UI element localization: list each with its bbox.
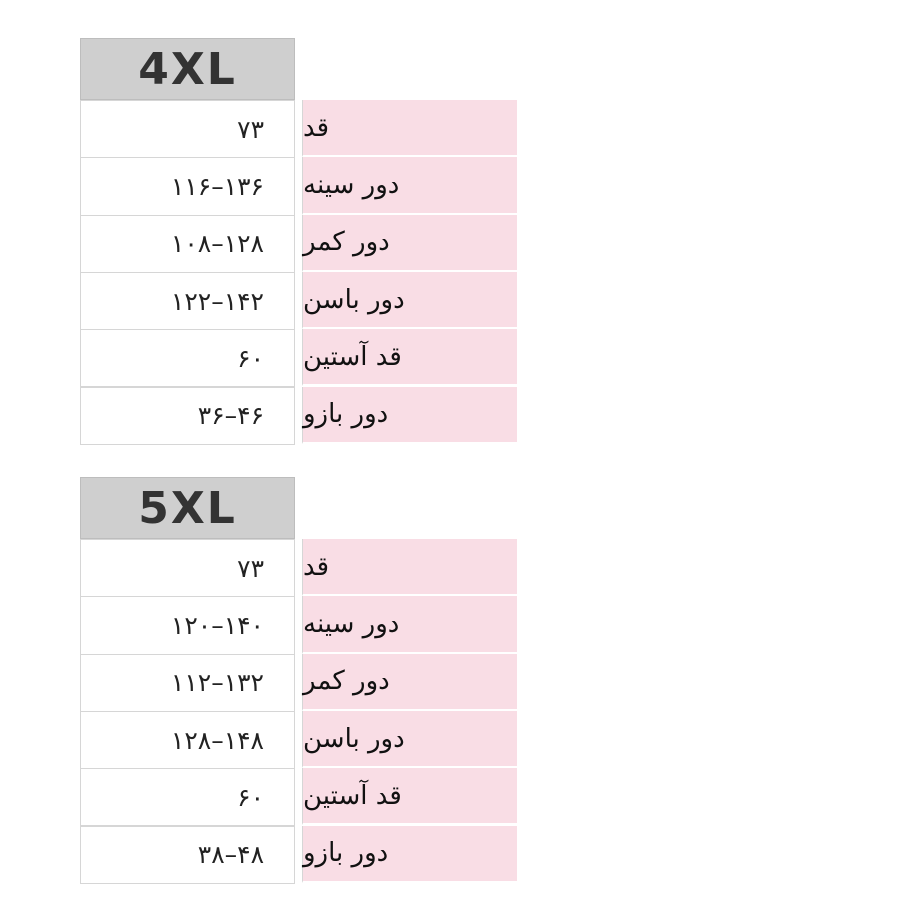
measure-label: دور بازو bbox=[302, 825, 517, 883]
measure-label: قد آستین bbox=[302, 329, 517, 387]
measure-label: دور باسن bbox=[302, 710, 517, 769]
size-value: ۷۳ bbox=[80, 100, 295, 159]
size-header: 4XL bbox=[80, 38, 295, 100]
size-value: ۳۸–۴۸ bbox=[80, 825, 295, 884]
size-value: ۱۲۰–۱۴۰ bbox=[80, 596, 295, 655]
size-value: ۶۰ bbox=[80, 768, 295, 827]
size-header: 5XL bbox=[80, 477, 295, 539]
measure-label: دور سینه bbox=[302, 596, 517, 654]
size-value: ۱۱۲–۱۳۲ bbox=[80, 653, 295, 712]
measure-label: دور باسن bbox=[302, 271, 517, 330]
measure-label: قد آستین bbox=[302, 768, 517, 826]
measure-label: دور کمر bbox=[302, 653, 517, 711]
measure-label: قد bbox=[302, 539, 517, 597]
size-value: ۱۲۸–۱۴۸ bbox=[80, 710, 295, 770]
measure-label: دور سینه bbox=[302, 157, 517, 215]
measure-label: دور بازو bbox=[302, 386, 517, 444]
size-value: ۱۲۲–۱۴۲ bbox=[80, 271, 295, 331]
size-value: ۱۱۶–۱۳۶ bbox=[80, 157, 295, 216]
size-value: ۱۰۸–۱۲۸ bbox=[80, 214, 295, 273]
size-value: ۷۳ bbox=[80, 539, 295, 598]
measure-label: دور کمر bbox=[302, 214, 517, 272]
size-value: ۳۶–۴۶ bbox=[80, 386, 295, 445]
measure-label: قد bbox=[302, 100, 517, 158]
size-value: ۶۰ bbox=[80, 329, 295, 388]
